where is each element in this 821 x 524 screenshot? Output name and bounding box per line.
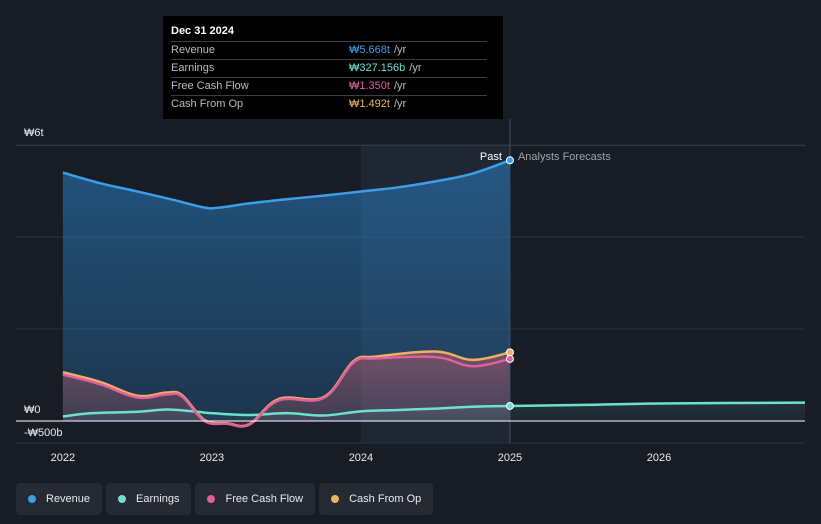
x-tick-label: 2022 bbox=[51, 452, 75, 464]
earnings-marker bbox=[505, 401, 514, 410]
x-axis-ticks: 2022 2023 2024 2025 2026 bbox=[51, 452, 672, 464]
legend-item-cash-from-op[interactable]: Cash From Op bbox=[319, 483, 434, 515]
cash-from-op-marker bbox=[505, 348, 514, 357]
tooltip-unit: /yr bbox=[393, 80, 407, 92]
tooltip-value: ₩1.492t bbox=[349, 98, 390, 110]
series-areas bbox=[62, 160, 806, 427]
past-label: Past bbox=[480, 151, 502, 163]
cash-from-op-area bbox=[62, 351, 510, 427]
legend-item-free-cash-flow[interactable]: Free Cash Flow bbox=[195, 483, 316, 515]
tooltip-label: Free Cash Flow bbox=[171, 80, 249, 92]
earnings-line bbox=[62, 401, 806, 418]
legend-label: Revenue bbox=[46, 493, 91, 505]
tooltip-unit: /yr bbox=[393, 98, 407, 110]
legend-label: Cash From Op bbox=[349, 493, 422, 505]
free-cash-flow-marker bbox=[505, 354, 514, 363]
x-tick-label: 2024 bbox=[349, 452, 373, 464]
tooltip-row-earnings: Earnings ₩327.156b /yr bbox=[171, 59, 487, 77]
series-end-markers bbox=[505, 156, 514, 410]
y-tick-label: ₩0 bbox=[24, 404, 41, 416]
legend-item-revenue[interactable]: Revenue bbox=[16, 483, 103, 515]
y-tick-label: -₩500b bbox=[24, 427, 63, 439]
legend-dot-icon bbox=[28, 495, 36, 503]
tooltip-value: ₩5.668t bbox=[349, 44, 390, 56]
legend-dot-icon bbox=[118, 495, 127, 503]
chart-legend: Revenue Earnings Free Cash Flow Cash Fro… bbox=[16, 483, 434, 515]
y-axis-ticks: ₩6t ₩0 -₩500b bbox=[24, 127, 63, 439]
legend-label: Earnings bbox=[136, 493, 180, 505]
revenue-line bbox=[62, 159, 511, 210]
tooltip-label: Cash From Op bbox=[171, 98, 244, 110]
tooltip-unit: /yr bbox=[409, 62, 422, 74]
tooltip-value: ₩1.350t bbox=[349, 80, 390, 92]
tooltip-row-cash-from-op: Cash From Op ₩1.492t /yr bbox=[171, 95, 487, 113]
forecast-label: Analysts Forecasts bbox=[518, 151, 611, 163]
legend-label: Free Cash Flow bbox=[225, 493, 304, 505]
x-tick-label: 2023 bbox=[200, 452, 224, 464]
legend-item-earnings[interactable]: Earnings bbox=[106, 483, 192, 515]
revenue-marker bbox=[505, 156, 514, 165]
tooltip-label: Earnings bbox=[171, 62, 215, 74]
series-lines bbox=[62, 159, 806, 428]
data-tooltip: Dec 31 2024 Revenue ₩5.668t /yr Earnings… bbox=[163, 16, 503, 119]
tooltip-date: Dec 31 2024 bbox=[171, 25, 234, 37]
x-tick-label: 2025 bbox=[498, 452, 522, 464]
legend-dot-icon bbox=[207, 495, 216, 503]
free-cash-flow-line bbox=[62, 355, 511, 428]
x-tick-label: 2026 bbox=[647, 452, 671, 464]
y-tick-label: ₩6t bbox=[24, 127, 44, 139]
tooltip-value: ₩327.156b bbox=[349, 62, 406, 74]
tooltip-row-revenue: Revenue ₩5.668t /yr bbox=[171, 41, 487, 59]
tooltip-unit: /yr bbox=[393, 44, 407, 56]
tooltip-label: Revenue bbox=[171, 44, 216, 56]
legend-dot-icon bbox=[331, 495, 340, 503]
tooltip-row-free-cash-flow: Free Cash Flow ₩1.350t /yr bbox=[171, 77, 487, 95]
